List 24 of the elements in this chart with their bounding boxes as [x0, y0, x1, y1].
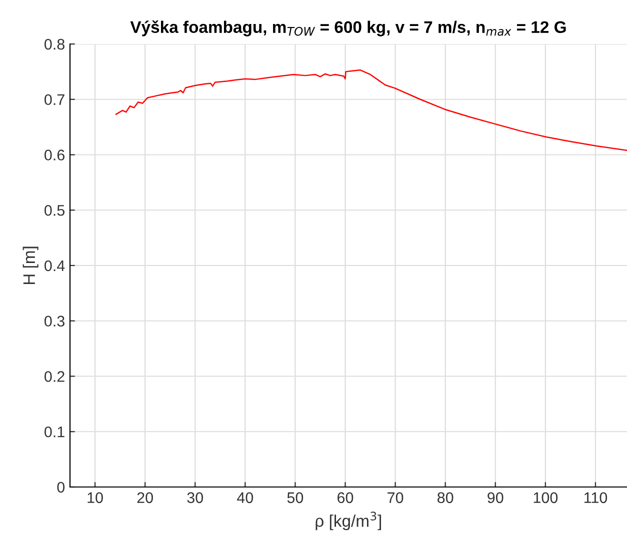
- y-tick-label: 0.8: [44, 38, 64, 50]
- x-tick-label: 90: [488, 492, 504, 504]
- y-tick-label: 0: [57, 482, 65, 493]
- y-tick-label: 0.4: [44, 260, 65, 272]
- x-tick-label: 110: [584, 492, 608, 504]
- y-tick-label: 0.5: [44, 204, 64, 216]
- chart-title: Výška foambagu, m$_{TOW}$ = 600 kg, v = 7 m/s, n$_{max}$ = 12 G: [130, 20, 566, 36]
- y-tick-label: 0.3: [44, 316, 64, 327]
- y-tick-label: 0.6: [44, 150, 64, 160]
- x-tick-label: 50: [287, 492, 304, 504]
- x-axis-title: ρ [kg/m$^{3}$]: [316, 512, 382, 530]
- x-tick-label: 70: [388, 492, 404, 504]
- y-tick-label: 0.7: [44, 94, 64, 106]
- line-series: [115, 69, 627, 151]
- x-tick-label: 100: [534, 492, 558, 504]
- x-tick-label: 20: [137, 492, 153, 504]
- x-tick-label: 80: [438, 492, 454, 504]
- x-tick-label: 10: [88, 492, 103, 504]
- x-tick-label: 60: [338, 492, 354, 504]
- x-tick-label: 30: [187, 492, 204, 504]
- y-axis-title: H [m]: [22, 246, 38, 284]
- y-tick-label: 0.1: [44, 426, 64, 438]
- x-tick-label: 40: [237, 492, 254, 504]
- y-tick-label: 0.2: [44, 371, 64, 382]
